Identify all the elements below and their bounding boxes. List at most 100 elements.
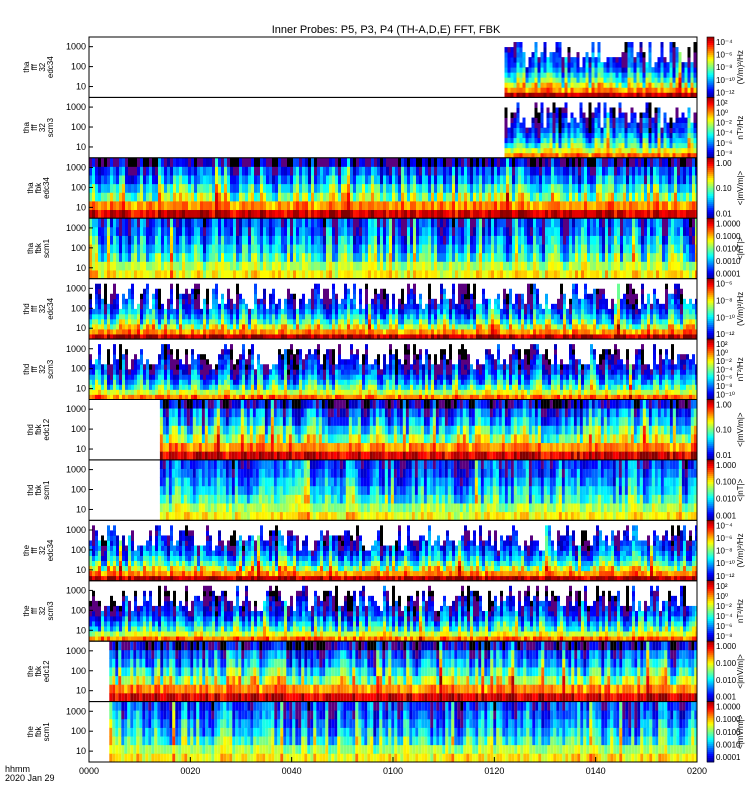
spectrogram-cell <box>323 218 326 228</box>
spectrogram-cell <box>612 137 616 144</box>
spectrogram-cell <box>557 192 560 202</box>
spectrogram-cell <box>507 132 511 139</box>
spectrogram-cell <box>534 127 538 134</box>
spectrogram-cell <box>677 244 680 254</box>
spectrogram-cell <box>323 329 326 335</box>
spectrogram-cell <box>561 122 565 129</box>
spectrogram-cell <box>332 288 335 295</box>
spectrogram-cell <box>128 261 131 271</box>
spectrogram-cell <box>629 166 632 176</box>
spectrogram-cell <box>254 218 257 228</box>
spectrogram-cell <box>218 303 221 310</box>
spectrogram-cell <box>519 72 523 78</box>
spectrogram-cell <box>449 157 452 167</box>
spectrogram-cell <box>98 200 101 211</box>
spectrogram-cell <box>110 192 113 202</box>
y-tick-label: 1000 <box>66 42 86 52</box>
spectrogram-cell <box>609 117 613 123</box>
spectrogram-cell <box>629 252 632 262</box>
spectrogram-cell <box>326 261 329 271</box>
spectrogram-cell <box>452 183 455 193</box>
spectrogram-cell <box>365 183 368 193</box>
colorbar-swatch <box>707 85 714 88</box>
spectrogram-cell <box>245 270 248 280</box>
spectrogram-cell <box>194 226 197 236</box>
spectrogram-cell <box>89 313 92 320</box>
spectrogram-cell <box>161 200 164 211</box>
spectrogram-cell <box>248 308 251 315</box>
spectrogram-cell <box>600 92 604 98</box>
spectrogram-cell <box>329 334 332 340</box>
spectrogram-cell <box>455 235 458 245</box>
spectrogram-cell <box>149 308 152 315</box>
spectrogram-cell <box>110 226 113 236</box>
spectrogram-cell <box>137 252 140 262</box>
spectrogram-cell <box>585 142 589 149</box>
spectrogram-cell <box>572 218 575 228</box>
spectrogram-cell <box>582 132 586 139</box>
spectrogram-cell <box>581 270 584 280</box>
spectrogram-cell <box>158 166 161 176</box>
spectrogram-cell <box>672 132 676 139</box>
spectrogram-cell <box>380 192 383 202</box>
spectrogram-cell <box>125 270 128 280</box>
spectrogram-cell <box>233 252 236 262</box>
spectrogram-cell <box>302 334 305 340</box>
spectrogram-cell <box>575 261 578 271</box>
spectrogram-cell <box>575 183 578 193</box>
spectrogram-cell <box>221 313 224 320</box>
spectrogram-cell <box>167 298 170 305</box>
spectrogram-cell <box>605 226 608 236</box>
spectrogram-cell <box>266 270 269 280</box>
spectrogram-cell <box>119 209 122 219</box>
spectrogram-cell <box>605 244 608 254</box>
spectrogram-cell <box>113 166 116 176</box>
spectrogram-cell <box>206 298 209 305</box>
spectrogram-cell <box>455 175 458 185</box>
spectrogram-cell <box>389 270 392 280</box>
spectrogram-cell <box>536 166 539 176</box>
panel-tha-fff-32-scm3: 100010010thafff32scm310²10⁰10⁻²10⁻⁴10⁻⁶1… <box>22 96 745 159</box>
spectrogram-cell <box>452 244 455 254</box>
spectrogram-cell <box>275 318 278 325</box>
spectrogram-cell <box>660 42 664 48</box>
spectrogram-cell <box>617 175 620 185</box>
spectrogram-cell <box>588 107 592 113</box>
spectrogram-cell <box>552 67 556 73</box>
spectrogram-cell <box>461 166 464 176</box>
spectrogram-cell <box>513 57 517 63</box>
spectrogram-cell <box>467 235 470 245</box>
spectrogram-cell <box>257 192 260 202</box>
spectrogram-cell <box>603 92 607 98</box>
spectrogram-cell <box>546 142 550 149</box>
spectrogram-cell <box>137 166 140 176</box>
spectrogram-cell <box>341 270 344 280</box>
spectrogram-cell <box>197 293 200 300</box>
spectrogram-cell <box>356 318 359 325</box>
spectrogram-cell <box>651 117 655 123</box>
spectrogram-cell <box>675 142 679 149</box>
spectrogram-cell <box>428 200 431 211</box>
spectrogram-cell <box>215 318 218 325</box>
spectrogram-cell <box>254 293 257 300</box>
spectrogram-cell <box>197 235 200 245</box>
spectrogram-cell <box>221 200 224 211</box>
spectrogram-cell <box>395 244 398 254</box>
spectrogram-cell <box>227 244 230 254</box>
spectrogram-cell <box>653 209 656 219</box>
spectrogram-cell <box>98 334 101 340</box>
spectrogram-cell <box>503 226 506 236</box>
spectrogram-cell <box>516 102 520 108</box>
spectrogram-cell <box>89 157 92 167</box>
spectrogram-cell <box>525 82 529 88</box>
spectrogram-cell <box>554 183 557 193</box>
spectrogram-cell <box>107 303 110 310</box>
spectrogram-cell <box>695 175 697 185</box>
spectrogram-cell <box>606 127 610 134</box>
spectrogram-cell <box>689 209 692 219</box>
colorbar-swatch <box>707 45 714 48</box>
spectrogram-cell <box>92 218 95 228</box>
spectrogram-cell <box>500 252 503 262</box>
spectrogram-cell <box>630 72 634 78</box>
spectrogram-cell <box>563 166 566 176</box>
